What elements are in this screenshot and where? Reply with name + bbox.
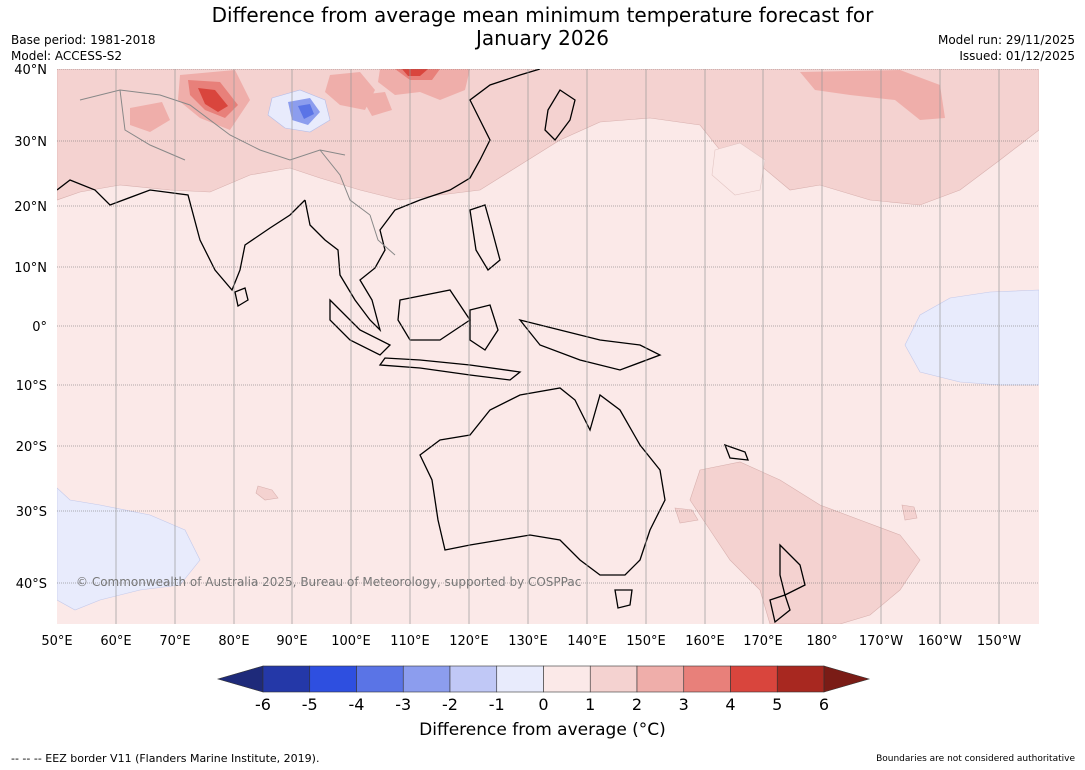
lon-label: 80°E: [218, 634, 249, 649]
colorbar-segment: [357, 666, 404, 692]
lon-label: 110°E: [390, 634, 430, 649]
lat-label: 30°S: [16, 505, 47, 520]
colorbar-tick-label: 5: [772, 695, 782, 714]
map-area: © Commonwealth of Australia 2025, Bureau…: [57, 69, 1039, 624]
colorbar-tick-label: 2: [632, 695, 642, 714]
colorbar-segment: [263, 666, 310, 692]
colorbar-extend-low: [218, 666, 263, 692]
lon-label: 50°E: [41, 634, 72, 649]
colorbar-tick-label: -2: [442, 695, 458, 714]
colorbar-tick-label: -6: [255, 695, 271, 714]
colorbar: -6 -5 -4 -3 -2 -1 0 1 2 3 4 5 6: [218, 666, 869, 714]
map-figure: © Commonwealth of Australia 2025, Bureau…: [0, 0, 1085, 770]
lon-labels: 50°E 60°E 70°E 80°E 90°E 100°E 110°E 120…: [41, 634, 1021, 649]
lon-label: 120°E: [449, 634, 489, 649]
lon-label: 150°E: [626, 634, 666, 649]
lat-label: 20°S: [16, 440, 47, 455]
colorbar-tick-label: 4: [725, 695, 735, 714]
colorbar-segment: [590, 666, 637, 692]
lat-label: 10°S: [16, 379, 47, 394]
lon-label: 100°E: [331, 634, 371, 649]
lat-label: 0°: [32, 320, 47, 335]
lat-label: 30°N: [14, 135, 47, 150]
colorbar-tick-label: 1: [585, 695, 595, 714]
colorbar-tick-label: -1: [489, 695, 505, 714]
lon-label: 160°W: [918, 634, 962, 649]
eez-border-legend: -- -- -- EEZ border V11 (Flanders Marine…: [11, 752, 319, 765]
boundaries-disclaimer: Boundaries are not considered authoritat…: [876, 754, 1075, 764]
lon-label: 60°E: [100, 634, 131, 649]
lat-label: 40°N: [14, 63, 47, 78]
colorbar-segment: [544, 666, 591, 692]
lon-label: 70°E: [159, 634, 190, 649]
lat-label: 20°N: [14, 200, 47, 215]
lat-label: 40°S: [16, 577, 47, 592]
lon-label: 140°E: [567, 634, 607, 649]
lon-label: 170°E: [743, 634, 783, 649]
colorbar-segment: [403, 666, 450, 692]
colorbar-tick-label: 3: [679, 695, 689, 714]
lat-label: 10°N: [14, 261, 47, 276]
lon-label: 160°E: [685, 634, 725, 649]
lon-label: 180°: [806, 634, 837, 649]
colorbar-tick-label: -5: [302, 695, 318, 714]
colorbar-title: Difference from average (°C): [0, 720, 1085, 740]
colorbar-tick-label: -4: [349, 695, 365, 714]
colorbar-segment: [731, 666, 778, 692]
colorbar-segment: [637, 666, 684, 692]
colorbar-segment: [684, 666, 731, 692]
lon-label: 130°E: [508, 634, 548, 649]
lon-label: 170°W: [859, 634, 903, 649]
colorbar-segment: [450, 666, 497, 692]
colorbar-tick-label: -3: [395, 695, 411, 714]
colorbar-extend-high: [824, 666, 869, 692]
lon-label: 150°W: [977, 634, 1021, 649]
lon-label: 90°E: [276, 634, 307, 649]
copyright-notice: © Commonwealth of Australia 2025, Bureau…: [76, 575, 581, 589]
colorbar-segment: [497, 666, 544, 692]
lat-labels: 40°N 30°N 20°N 10°N 0° 10°S 20°S 30°S 40…: [14, 63, 47, 592]
colorbar-tick-label: 6: [819, 695, 829, 714]
colorbar-segment: [777, 666, 824, 692]
colorbar-segment: [310, 666, 357, 692]
colorbar-tick-label: 0: [538, 695, 548, 714]
